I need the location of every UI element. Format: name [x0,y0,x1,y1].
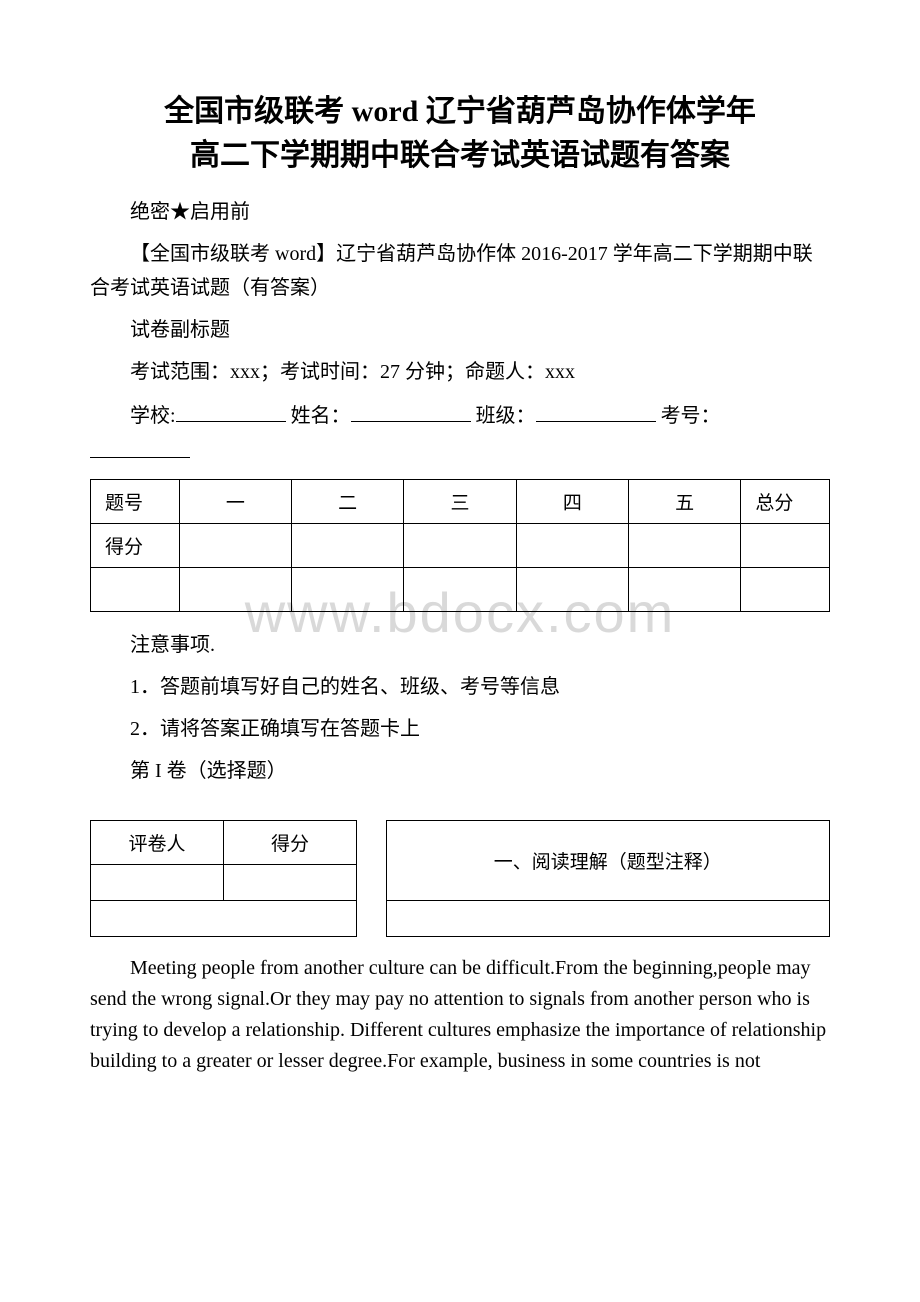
number-blank[interactable] [90,436,190,458]
empty-cell [91,901,357,937]
score-cell[interactable] [404,524,516,568]
score-cell[interactable] [516,524,628,568]
spacer-cell [357,821,387,901]
spacer-cell [357,901,387,937]
empty-cell [628,568,740,612]
source-line: 【全国市级联考 word】辽宁省葫芦岛协作体 2016-2017 学年高二下学期… [90,237,830,305]
score-label: 得分 [224,821,357,865]
number-label: 考号： [661,405,721,427]
col-total: 总分 [741,480,830,524]
title-line-1: 全国市级联考 word 辽宁省葫芦岛协作体学年 [164,95,756,128]
score-cell[interactable] [292,524,404,568]
row-label-question: 题号 [91,480,180,524]
grader-table: 评卷人 得分 一、阅读理解（题型注释） [90,820,830,937]
row-label-score: 得分 [91,524,180,568]
empty-cell [516,568,628,612]
col-5: 五 [628,480,740,524]
school-blank[interactable] [176,400,286,422]
empty-cell [386,901,829,937]
table-row [91,568,830,612]
class-blank[interactable] [536,400,656,422]
note-2: 2．请将答案正确填写在答题卡上 [90,712,830,746]
table-row: 题号 一 二 三 四 五 总分 [91,480,830,524]
part-1-label: 第 I 卷（选择题） [90,754,830,788]
title-line-2: 高二下学期期中联合考试英语试题有答案 [190,139,730,172]
col-4: 四 [516,480,628,524]
score-cell[interactable] [179,524,291,568]
name-label: 姓名： [291,405,351,427]
school-label: 学校: [130,405,176,427]
score-cell[interactable] [628,524,740,568]
note-1: 1．答题前填写好自己的姓名、班级、考号等信息 [90,670,830,704]
empty-cell [404,568,516,612]
class-label: 班级： [476,405,536,427]
score-cell[interactable] [741,524,830,568]
notes-header: 注意事项. [90,628,830,662]
col-1: 一 [179,480,291,524]
score-blank[interactable] [224,865,357,901]
passage-text: Meeting people from another culture can … [90,953,830,1077]
subtitle: 试卷副标题 [90,313,830,347]
empty-cell [741,568,830,612]
fill-in-line: 学校: 姓名： 班级： 考号： [90,397,830,435]
table-row: 得分 [91,524,830,568]
score-table: 题号 一 二 三 四 五 总分 得分 [90,479,830,612]
col-3: 三 [404,480,516,524]
confidential-label: 绝密★启用前 [90,195,830,229]
table-row: 评卷人 得分 一、阅读理解（题型注释） [91,821,830,865]
number-blank-row [90,435,830,469]
grader-blank[interactable] [91,865,224,901]
empty-cell [91,568,180,612]
name-blank[interactable] [351,400,471,422]
exam-info: 考试范围：xxx；考试时间：27 分钟；命题人：xxx [90,355,830,389]
section-title: 一、阅读理解（题型注释） [386,821,829,901]
col-2: 二 [292,480,404,524]
empty-cell [179,568,291,612]
empty-cell [292,568,404,612]
table-row [91,901,830,937]
document-title: 全国市级联考 word 辽宁省葫芦岛协作体学年 高二下学期期中联合考试英语试题有… [90,90,830,177]
grader-label: 评卷人 [91,821,224,865]
